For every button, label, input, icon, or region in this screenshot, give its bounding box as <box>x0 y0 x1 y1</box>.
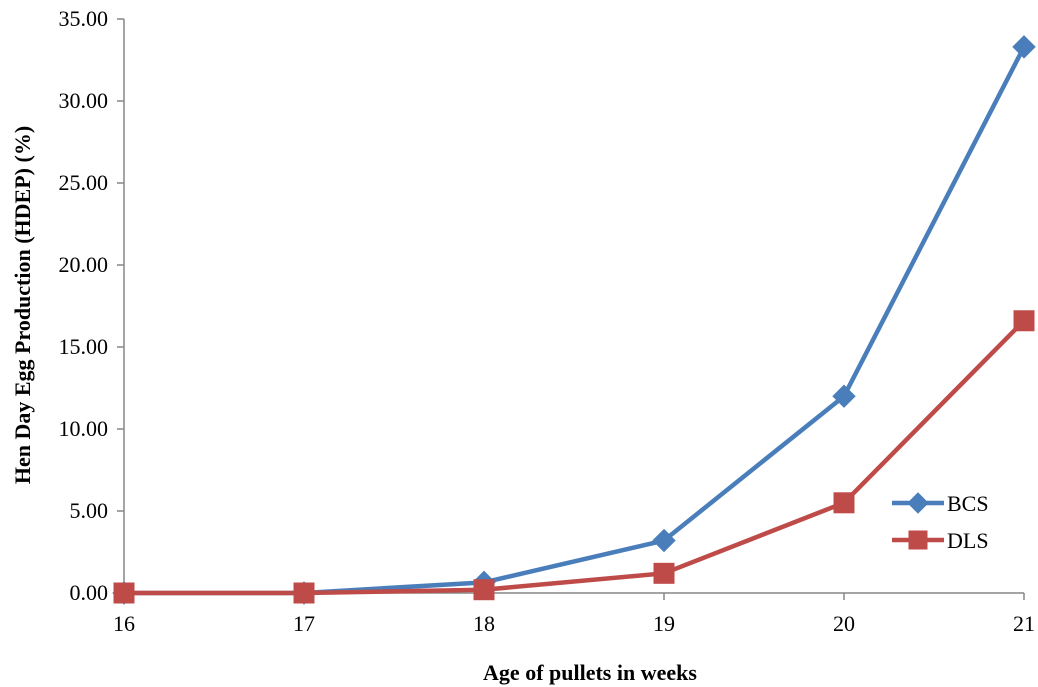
series-line-bcs <box>124 45 1027 596</box>
legend-label-dls: DLS <box>947 528 989 553</box>
series-bcs <box>112 35 1036 605</box>
x-axis-ticks: 16 17 18 19 20 21 <box>113 593 1035 636</box>
data-point-dls <box>833 492 855 514</box>
y-tick-label: 10.00 <box>59 416 109 441</box>
x-tick-label: 16 <box>113 611 135 636</box>
y-axis-ticks: 0.00 5.00 10.00 15.00 20.00 25.00 30.00 35.00 <box>59 6 124 605</box>
data-point-dls <box>473 579 495 601</box>
y-axis-title: Hen Day Egg Production (HDEP) (%) <box>10 126 35 484</box>
legend: BCS DLS <box>892 491 989 553</box>
y-tick-label: 15.00 <box>59 334 109 359</box>
legend-marker-dls <box>908 530 928 550</box>
y-tick-label: 30.00 <box>59 88 109 113</box>
series-layer <box>112 35 1036 605</box>
data-point-bcs <box>652 528 676 553</box>
data-point-dls <box>293 582 315 604</box>
data-point-dls <box>653 562 675 584</box>
x-tick-label: 17 <box>293 611 315 636</box>
data-point-bcs <box>1012 35 1036 59</box>
data-point-dls <box>113 582 135 604</box>
data-point-dls <box>1013 310 1035 332</box>
series-line-dls <box>124 319 1026 596</box>
x-tick-label: 20 <box>833 611 855 636</box>
x-tick-label: 21 <box>1013 611 1035 636</box>
legend-label-bcs: BCS <box>947 491 989 516</box>
legend-item-dls: DLS <box>892 528 989 553</box>
legend-item-bcs: BCS <box>892 491 989 516</box>
legend-marker-bcs <box>907 492 929 514</box>
x-axis-title: Age of pullets in weeks <box>483 660 697 685</box>
y-tick-label: 5.00 <box>70 498 109 523</box>
y-tick-label: 35.00 <box>59 6 109 31</box>
data-point-bcs <box>832 384 856 408</box>
y-tick-label: 20.00 <box>59 252 109 277</box>
x-tick-label: 19 <box>653 611 675 636</box>
y-tick-label: 0.00 <box>70 580 109 605</box>
y-tick-label: 25.00 <box>59 170 109 195</box>
x-tick-label: 18 <box>473 611 495 636</box>
series-dls <box>113 310 1035 604</box>
